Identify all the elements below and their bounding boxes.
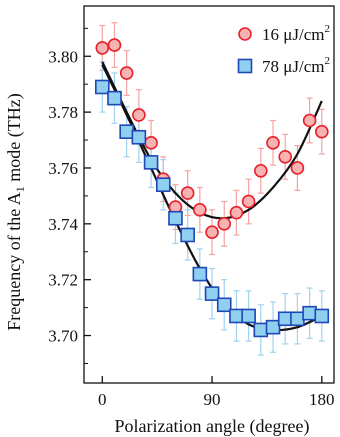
y-axis-label: Frequency of the A1 mode (THz) bbox=[4, 93, 27, 330]
data-point-series-2 bbox=[277, 311, 293, 327]
legend-label-superscript: 2 bbox=[324, 23, 330, 35]
data-point-series-1 bbox=[278, 150, 293, 164]
data-point-series-2 bbox=[290, 311, 305, 327]
data-point-series-2 bbox=[192, 266, 208, 282]
y-tick-label: 3.72 bbox=[48, 271, 78, 290]
data-point-series-2 bbox=[168, 210, 183, 226]
plot-border bbox=[83, 5, 335, 384]
data-point-series-1 bbox=[254, 163, 268, 178]
data-markers bbox=[94, 38, 330, 338]
legend-label-series-1: 16 μJ/cm2 bbox=[262, 23, 330, 44]
data-point-series-2 bbox=[107, 90, 122, 106]
y-tick-label: 3.80 bbox=[48, 47, 78, 66]
plot-frame bbox=[83, 5, 335, 384]
data-point-series-2 bbox=[204, 286, 220, 301]
data-point-series-1 bbox=[217, 217, 232, 231]
data-point-series-1 bbox=[119, 66, 134, 80]
data-point-series-2 bbox=[119, 124, 134, 139]
data-point-series-2 bbox=[143, 155, 159, 170]
legend-marker-series-2 bbox=[237, 58, 253, 74]
data-point-series-1 bbox=[229, 205, 244, 220]
legend-label-main: 78 μJ/cm bbox=[262, 57, 324, 76]
data-point-series-2 bbox=[180, 227, 195, 243]
data-point-series-2 bbox=[265, 319, 281, 335]
data-point-series-2 bbox=[229, 308, 244, 324]
data-point-series-1 bbox=[290, 161, 305, 175]
legend-marker-series-1 bbox=[238, 27, 252, 41]
data-point-series-2 bbox=[155, 177, 171, 193]
data-point-series-2 bbox=[302, 305, 317, 321]
data-point-series-1 bbox=[95, 41, 110, 55]
data-point-series-1 bbox=[205, 225, 219, 239]
data-point-series-2 bbox=[216, 297, 232, 313]
data-point-series-2 bbox=[314, 308, 330, 324]
y-tick-label: 3.78 bbox=[48, 103, 78, 122]
x-tick-label: 90 bbox=[204, 390, 221, 409]
legend-label-main: 16 μJ/cm bbox=[262, 25, 324, 44]
data-point-series-1 bbox=[144, 136, 158, 150]
x-tick-label: 0 bbox=[98, 390, 107, 409]
legend-label-series-2: 78 μJ/cm2 bbox=[262, 55, 330, 76]
data-point-series-1 bbox=[132, 108, 146, 122]
data-point-series-1 bbox=[193, 203, 207, 217]
data-point-series-1 bbox=[302, 113, 317, 128]
data-point-series-1 bbox=[107, 38, 122, 52]
x-axis-label: Polarization angle (degree) bbox=[115, 416, 310, 437]
y-tick-label: 3.70 bbox=[48, 327, 78, 346]
y-tick-label: 3.76 bbox=[48, 159, 78, 178]
y-axis-label-subscript: 1 bbox=[13, 186, 27, 192]
data-point-series-2 bbox=[131, 129, 147, 145]
data-point-series-1 bbox=[266, 136, 280, 150]
data-point-series-2 bbox=[241, 308, 256, 324]
axis-ticks: 0 90 180 3.70 3.72 3.74 3.76 3.78 3.80 bbox=[48, 27, 335, 409]
y-axis-label-tail: mode (THz) bbox=[4, 93, 25, 186]
y-axis-label-main: Frequency of the A bbox=[4, 192, 24, 330]
legend-label-superscript: 2 bbox=[324, 55, 330, 67]
data-point-series-2 bbox=[253, 322, 269, 338]
x-tick-label: 180 bbox=[309, 390, 335, 409]
data-point-series-1 bbox=[315, 124, 329, 139]
data-point-series-2 bbox=[94, 79, 110, 95]
data-point-series-1 bbox=[241, 194, 256, 209]
data-point-series-1 bbox=[180, 186, 195, 200]
y-tick-label: 3.74 bbox=[48, 215, 78, 234]
